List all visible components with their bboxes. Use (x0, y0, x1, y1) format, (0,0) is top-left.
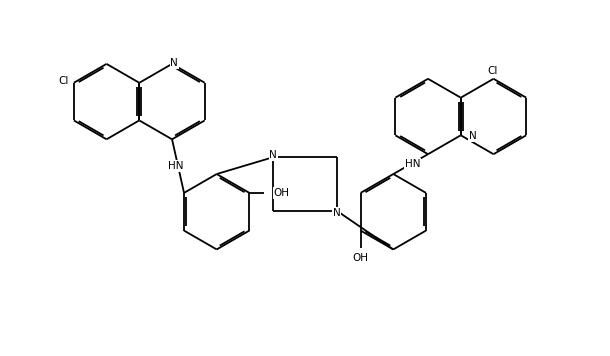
Text: N: N (468, 131, 476, 141)
Text: N: N (333, 208, 340, 218)
Text: Cl: Cl (487, 66, 498, 76)
Text: N: N (270, 150, 277, 160)
Text: OH: OH (353, 253, 368, 263)
Text: N: N (170, 58, 178, 68)
Text: HN: HN (405, 159, 420, 169)
Text: Cl: Cl (59, 76, 69, 86)
Text: OH: OH (273, 188, 289, 198)
Text: HN: HN (168, 161, 184, 171)
